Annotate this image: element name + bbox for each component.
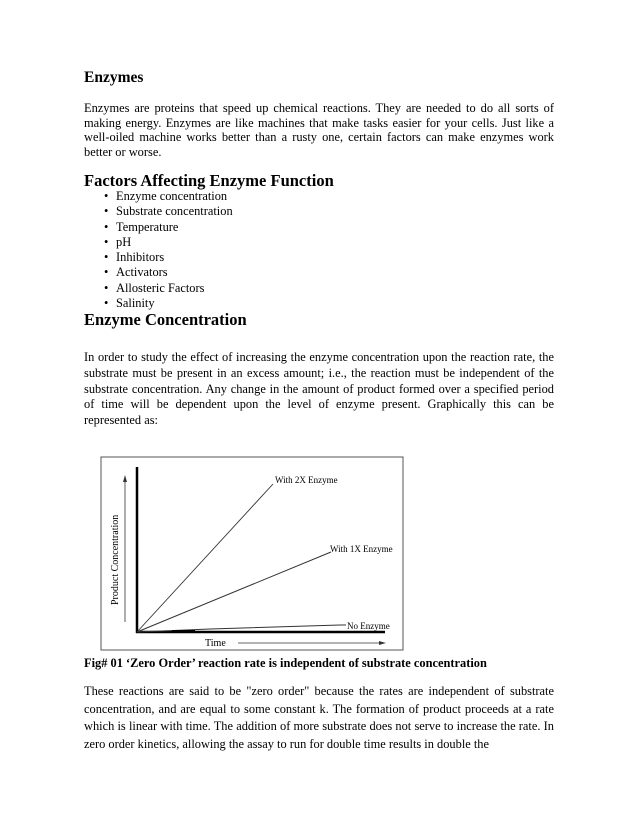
list-item: Salinity xyxy=(104,296,233,312)
heading-enzymes: Enzymes xyxy=(84,69,144,86)
x-arrow-head xyxy=(379,641,386,645)
y-arrow-head xyxy=(123,475,127,482)
list-item: pH xyxy=(104,235,233,251)
list-item: Inhibitors xyxy=(104,250,233,266)
label-no-enzyme: No Enzyme xyxy=(347,621,390,631)
line-1x-enzyme xyxy=(136,551,332,633)
paragraph-concentration: In order to study the effect of increasi… xyxy=(84,350,554,428)
list-item: Allosteric Factors xyxy=(104,281,233,297)
line-2x-enzyme xyxy=(136,483,274,633)
paragraph-intro: Enzymes are proteins that speed up chemi… xyxy=(84,101,554,159)
heading-factors: Factors Affecting Enzyme Function xyxy=(84,171,334,190)
paragraph-zero-order: These reactions are said to be "zero ord… xyxy=(84,684,554,751)
x-axis-label: Time xyxy=(205,638,226,649)
list-item: Temperature xyxy=(104,220,233,236)
label-1x: With 1X Enzyme xyxy=(330,544,393,554)
list-item: Activators xyxy=(104,265,233,281)
heading-enzyme-concentration: Enzyme Concentration xyxy=(84,310,247,329)
figure-border xyxy=(100,456,404,651)
label-2x: With 2X Enzyme xyxy=(275,475,338,485)
y-axis-label: Product Concentration xyxy=(110,515,121,605)
figure-caption: Fig# 01 ‘Zero Order’ reaction rate is in… xyxy=(84,656,487,670)
factors-list: Enzyme concentration Substrate concentra… xyxy=(104,189,233,312)
list-item: Substrate concentration xyxy=(104,204,233,220)
list-item: Enzyme concentration xyxy=(104,189,233,205)
